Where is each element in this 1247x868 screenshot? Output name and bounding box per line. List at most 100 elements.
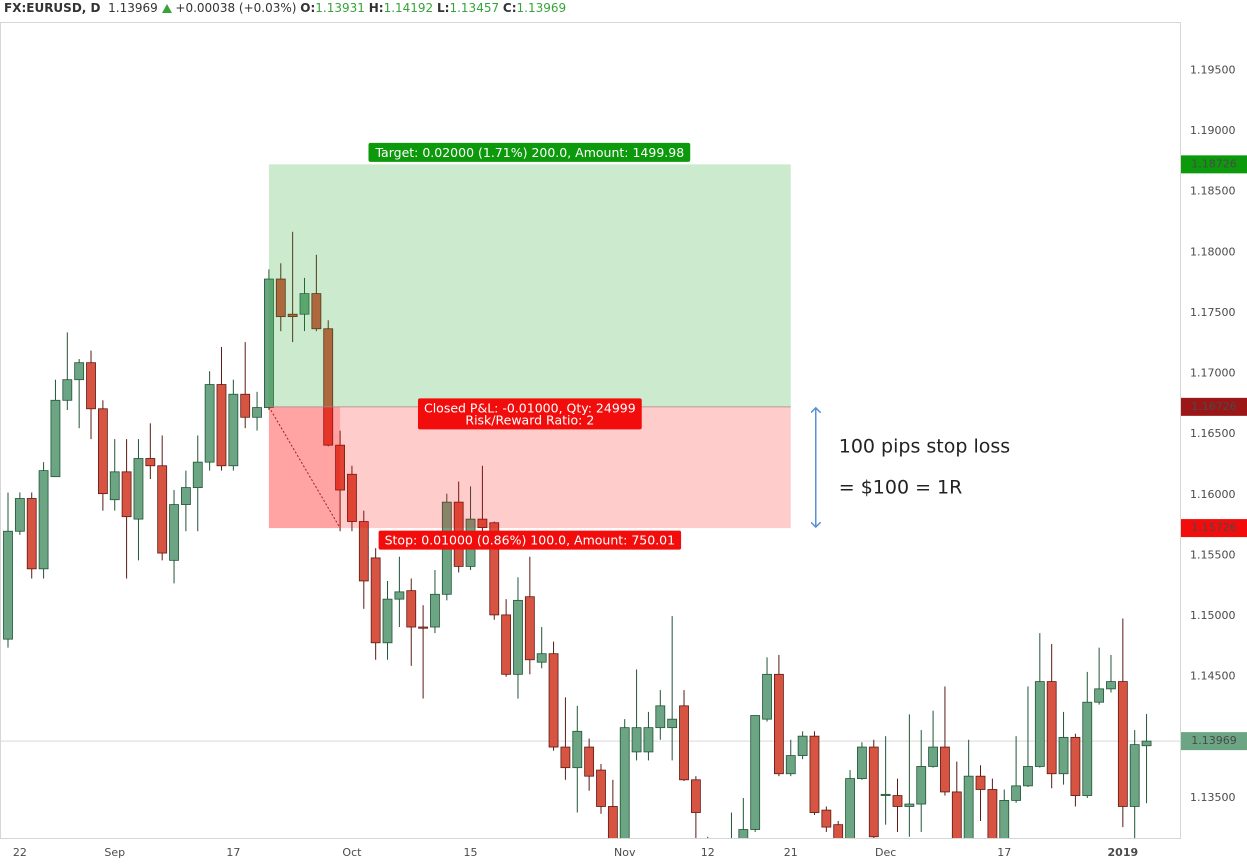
- y-tick-label: 1.13500: [1190, 791, 1236, 804]
- candle-body: [1082, 701, 1093, 796]
- candle-body: [169, 504, 179, 561]
- candle-body: [299, 293, 310, 315]
- candle-body: [311, 293, 322, 330]
- plot-frame: [0, 22, 1181, 839]
- y-tick-label: 1.19000: [1190, 124, 1236, 137]
- candle-body: [916, 766, 927, 805]
- y-tick-label: 1.17500: [1190, 306, 1236, 319]
- candle-body: [489, 522, 500, 616]
- candle-body: [26, 498, 37, 570]
- candle-body: [667, 718, 678, 729]
- annotation: 100 pips stop loss: [839, 435, 1010, 457]
- candle-body: [38, 470, 49, 570]
- x-tick-label: 2019: [1108, 846, 1139, 859]
- candle-body: [785, 755, 796, 775]
- candle-body: [774, 673, 784, 775]
- candle-body: [97, 408, 108, 495]
- candle-body: [868, 746, 879, 838]
- candle-body: [940, 746, 950, 793]
- x-tick-label: Nov: [614, 846, 636, 859]
- candle-body: [216, 384, 227, 467]
- x-tick-label: 12: [701, 846, 715, 859]
- candle-body: [892, 795, 903, 807]
- candle-body: [180, 487, 191, 505]
- candle-body: [370, 557, 381, 644]
- candle-body: [880, 793, 891, 796]
- candle-body: [192, 461, 203, 488]
- candle-body: [975, 775, 986, 790]
- candle-body: [1141, 740, 1152, 747]
- candle-body: [524, 596, 535, 661]
- candle-body: [347, 473, 357, 522]
- candle-body: [145, 458, 156, 467]
- stop-label-box: [378, 530, 682, 550]
- x-tick-label: Oct: [342, 846, 362, 859]
- candle-body: [584, 746, 595, 777]
- stop-price: 1.15726: [1191, 521, 1237, 534]
- pnl-label: Risk/Reward Ratio: 2: [465, 412, 594, 427]
- stop-price-box: [1181, 519, 1247, 538]
- candle-body: [501, 614, 512, 675]
- last-price-box: [1181, 732, 1247, 751]
- candle-body: [715, 859, 724, 868]
- candle-body: [1117, 681, 1128, 807]
- candle-body: [382, 598, 393, 644]
- candle-body: [690, 779, 701, 813]
- candle-body: [323, 328, 334, 446]
- candle-body: [762, 673, 772, 720]
- low-label: L:: [437, 1, 450, 15]
- stop-label: Stop: 0.01000 (0.86%) 100.0, Amount: 750…: [385, 533, 675, 548]
- candle-body: [430, 593, 440, 628]
- x-tick-label: Sep: [104, 846, 125, 859]
- candle-body: [1023, 766, 1033, 787]
- entry-price: 1.16726: [1191, 400, 1237, 413]
- candle-body: [74, 362, 85, 381]
- candle-body: [418, 626, 429, 629]
- profit-zone: [268, 164, 791, 407]
- y-tick-label: 1.17000: [1190, 367, 1236, 380]
- candle-body: [750, 715, 761, 830]
- x-tick-label: 21: [784, 846, 798, 859]
- trade-path: [268, 406, 341, 529]
- pnl-label: Closed P&L: -0.01000, Qty: 24999: [424, 400, 636, 415]
- candle-body: [14, 498, 25, 532]
- candle-body: [951, 791, 962, 838]
- candle-body: [394, 591, 405, 600]
- candle-body: [287, 313, 298, 318]
- candle-body: [275, 278, 286, 318]
- y-tick-label: 1.16500: [1190, 427, 1236, 440]
- pnl-label-box: [417, 398, 642, 430]
- candle-body: [999, 800, 1010, 838]
- candle-body: [228, 393, 239, 467]
- candle-body: [252, 407, 262, 418]
- y-tick-label: 1.18000: [1190, 245, 1236, 258]
- up-icon: [161, 4, 172, 13]
- candle-body: [797, 735, 808, 756]
- candle-body: [1058, 736, 1069, 775]
- candle-body: [1129, 744, 1140, 807]
- candle-body: [738, 829, 749, 838]
- high-label: H:: [368, 1, 384, 15]
- candle-body: [809, 735, 820, 813]
- candle-body: [631, 727, 642, 753]
- x-tick-label: 15: [464, 846, 478, 859]
- candle-body: [335, 444, 345, 491]
- candle-body: [358, 521, 369, 582]
- close-value: 1.13969: [516, 1, 567, 15]
- candle-body: [406, 590, 417, 628]
- candle-body: [904, 803, 915, 807]
- high-value: 1.14192: [383, 1, 434, 15]
- close-label: C:: [502, 1, 517, 15]
- candle-body: [62, 379, 73, 401]
- plot-area: [0, 164, 1180, 868]
- candle-body: [572, 730, 583, 769]
- candle-body: [1094, 688, 1105, 703]
- target-price: 1.18726: [1191, 157, 1237, 170]
- candle-body: [121, 471, 132, 518]
- candle-body: [3, 530, 13, 640]
- candle-body: [833, 824, 844, 838]
- candle-body: [727, 853, 736, 868]
- symbol-header: FX:EURUSD, D 1.13969 +0.00038 (+0.03%) O…: [4, 1, 566, 15]
